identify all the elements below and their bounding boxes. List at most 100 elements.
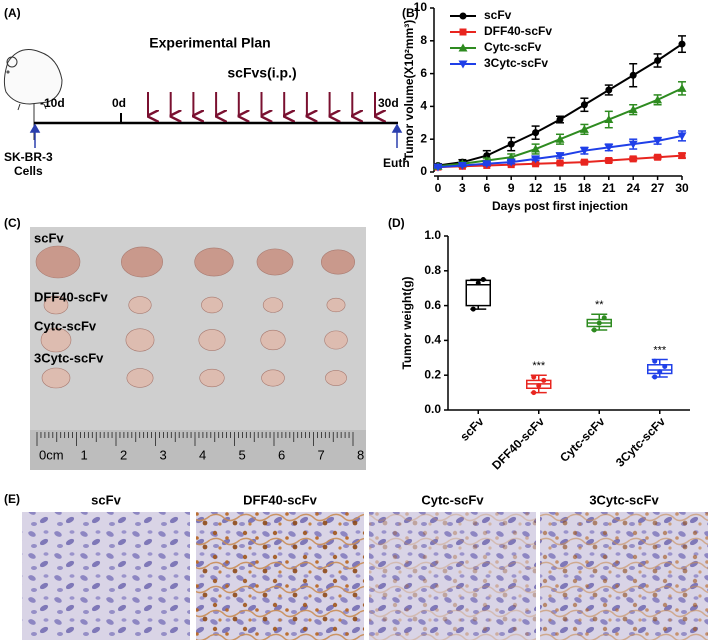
y-tick-label: 0.4: [424, 333, 441, 347]
ruler-label: 2: [120, 447, 127, 462]
histology-title: DFF40-scFv: [243, 492, 317, 507]
significance: ***: [532, 360, 546, 372]
x-tick-label: 15: [553, 181, 567, 195]
data-point: [506, 158, 516, 167]
y-axis-label: Tumor weight(g): [400, 276, 414, 369]
tumor: [325, 370, 347, 386]
ruler-label: 6: [278, 447, 285, 462]
data-point: [652, 374, 658, 380]
significance: ***: [653, 344, 667, 356]
x-tick-label: 30: [675, 181, 689, 195]
data-point: [433, 163, 443, 172]
y-tick-label: 0.0: [424, 402, 441, 416]
y-tick-label: 4: [420, 99, 427, 113]
staining: [540, 512, 708, 640]
end-label: Euth: [383, 156, 410, 170]
x-tick-label: 6: [483, 181, 490, 195]
data-point: [653, 95, 663, 104]
tumor: [41, 367, 71, 389]
injection-arrows: [148, 92, 375, 116]
legend-marker: [459, 12, 467, 20]
tumor: [35, 245, 81, 279]
y-tick-label: 2: [420, 131, 427, 145]
panel-label: (A): [4, 6, 21, 20]
data-point: [579, 124, 589, 133]
x-tick-label: 24: [627, 181, 641, 195]
panel-label: (D): [388, 216, 405, 230]
panel-label: (E): [4, 492, 20, 506]
data-point: [677, 132, 687, 141]
tumor: [194, 247, 234, 277]
tumor: [201, 296, 223, 314]
tumor: [126, 368, 154, 388]
data-point: [580, 101, 588, 109]
data-point: [536, 383, 542, 389]
legend-label: scFv: [484, 8, 512, 22]
legend-label: Cytc-scFv: [484, 40, 542, 54]
ruler-marks: 0cm 1 2 3 4 5 6 7 8: [36, 432, 364, 462]
x-tick-label: 12: [529, 181, 543, 195]
tumor: [198, 329, 226, 351]
tumor: [326, 297, 346, 313]
ruler-label: 1: [81, 447, 88, 462]
tumor: [43, 295, 69, 315]
x-tick-label: 27: [651, 181, 665, 195]
y-tick-label: 0.8: [424, 263, 441, 277]
tumor: [262, 297, 284, 313]
data-point: [678, 152, 686, 160]
tumor: [320, 249, 356, 275]
data-point: [596, 320, 602, 326]
ruler-label: 0cm: [39, 447, 64, 462]
timepoint: 30d: [378, 96, 399, 110]
data-point: [677, 83, 687, 92]
data-point: [531, 155, 541, 164]
timepoint: 0d: [112, 96, 126, 110]
data-point: [652, 358, 658, 364]
data-point: [556, 159, 564, 167]
data-point: [531, 390, 537, 396]
data-point: [628, 140, 638, 149]
data-point: [480, 277, 486, 282]
group-label: DFF40-scFv: [34, 289, 108, 304]
ruler-label: 4: [199, 447, 206, 462]
staining: [369, 512, 536, 640]
histology-title: 3Cytc-scFv: [589, 492, 659, 507]
data-point: [605, 157, 613, 165]
tumor: [260, 329, 286, 351]
data-point: [475, 280, 481, 286]
group-label: scFv: [34, 230, 64, 245]
x-tick-label: 3: [459, 181, 466, 195]
tumor-photo: scFv DFF40-scFv Cytc-scFv 3Cytc-scFv: [34, 230, 356, 389]
tumor: [125, 328, 155, 352]
histology-title: scFv: [91, 492, 121, 507]
y-tick-label: 8: [420, 33, 427, 47]
tumor: [121, 246, 163, 278]
legend-label: 3Cytc-scFv: [484, 56, 548, 70]
x-tick-label: 0: [435, 181, 442, 195]
x-axis-label: Days post first injection: [492, 199, 628, 213]
data-point: [541, 377, 547, 383]
data-point: [556, 116, 564, 124]
mouse-icon: [3, 49, 63, 140]
staining: [196, 512, 364, 640]
data-point: [579, 147, 589, 156]
legend-marker: [459, 28, 467, 36]
tumor: [40, 327, 72, 353]
data-point: [591, 327, 597, 333]
ruler: [30, 430, 366, 470]
data-point: [507, 140, 515, 148]
panel-label: (B): [402, 6, 419, 20]
plan-title: Experimental Plan: [149, 35, 270, 51]
group-label: 3Cytc-scFv: [34, 350, 104, 365]
data-point: [604, 143, 614, 152]
data-point: [601, 315, 607, 321]
data-point: [628, 105, 638, 114]
data-point: [531, 374, 537, 380]
data-point: [532, 129, 540, 137]
x-tick-label: 21: [602, 181, 616, 195]
ruler-label: 8: [357, 447, 364, 462]
data-point: [532, 160, 540, 168]
ruler-label: 3: [160, 447, 167, 462]
tumor: [199, 368, 225, 388]
